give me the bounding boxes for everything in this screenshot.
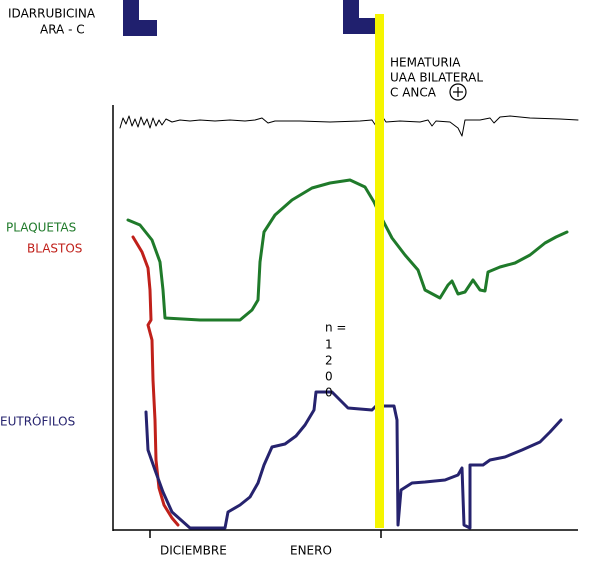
neutrophil-curve xyxy=(144,390,563,530)
series-label: EUTRÓFILOS xyxy=(0,414,75,429)
month-label: DICIEMBRE xyxy=(160,544,227,558)
annotation: 2 xyxy=(325,354,333,368)
event-label: HEMATURIA xyxy=(390,56,461,70)
platelet-curve xyxy=(126,178,569,322)
series-label: BLASTOS xyxy=(27,242,82,256)
month-label: ENERO xyxy=(290,544,332,558)
positive-icon xyxy=(449,83,467,101)
drug-label: IDARRUBICINA xyxy=(8,7,96,21)
blast-curve xyxy=(131,235,180,527)
event-label: UAA BILATERAL xyxy=(390,71,483,85)
annotation: 0 xyxy=(325,370,333,384)
annotation: n = xyxy=(325,321,346,335)
event-label: C ANCA xyxy=(390,86,437,100)
trace xyxy=(119,112,579,137)
annotation: 1 xyxy=(325,338,333,352)
drug-label: ARA - C xyxy=(40,23,85,37)
axes xyxy=(112,105,578,538)
treatment-block xyxy=(123,0,157,36)
annotation: 0 xyxy=(325,386,333,400)
event-bar xyxy=(375,14,384,528)
series-label: PLAQUETAS xyxy=(6,221,76,235)
treatment-block xyxy=(343,0,377,34)
